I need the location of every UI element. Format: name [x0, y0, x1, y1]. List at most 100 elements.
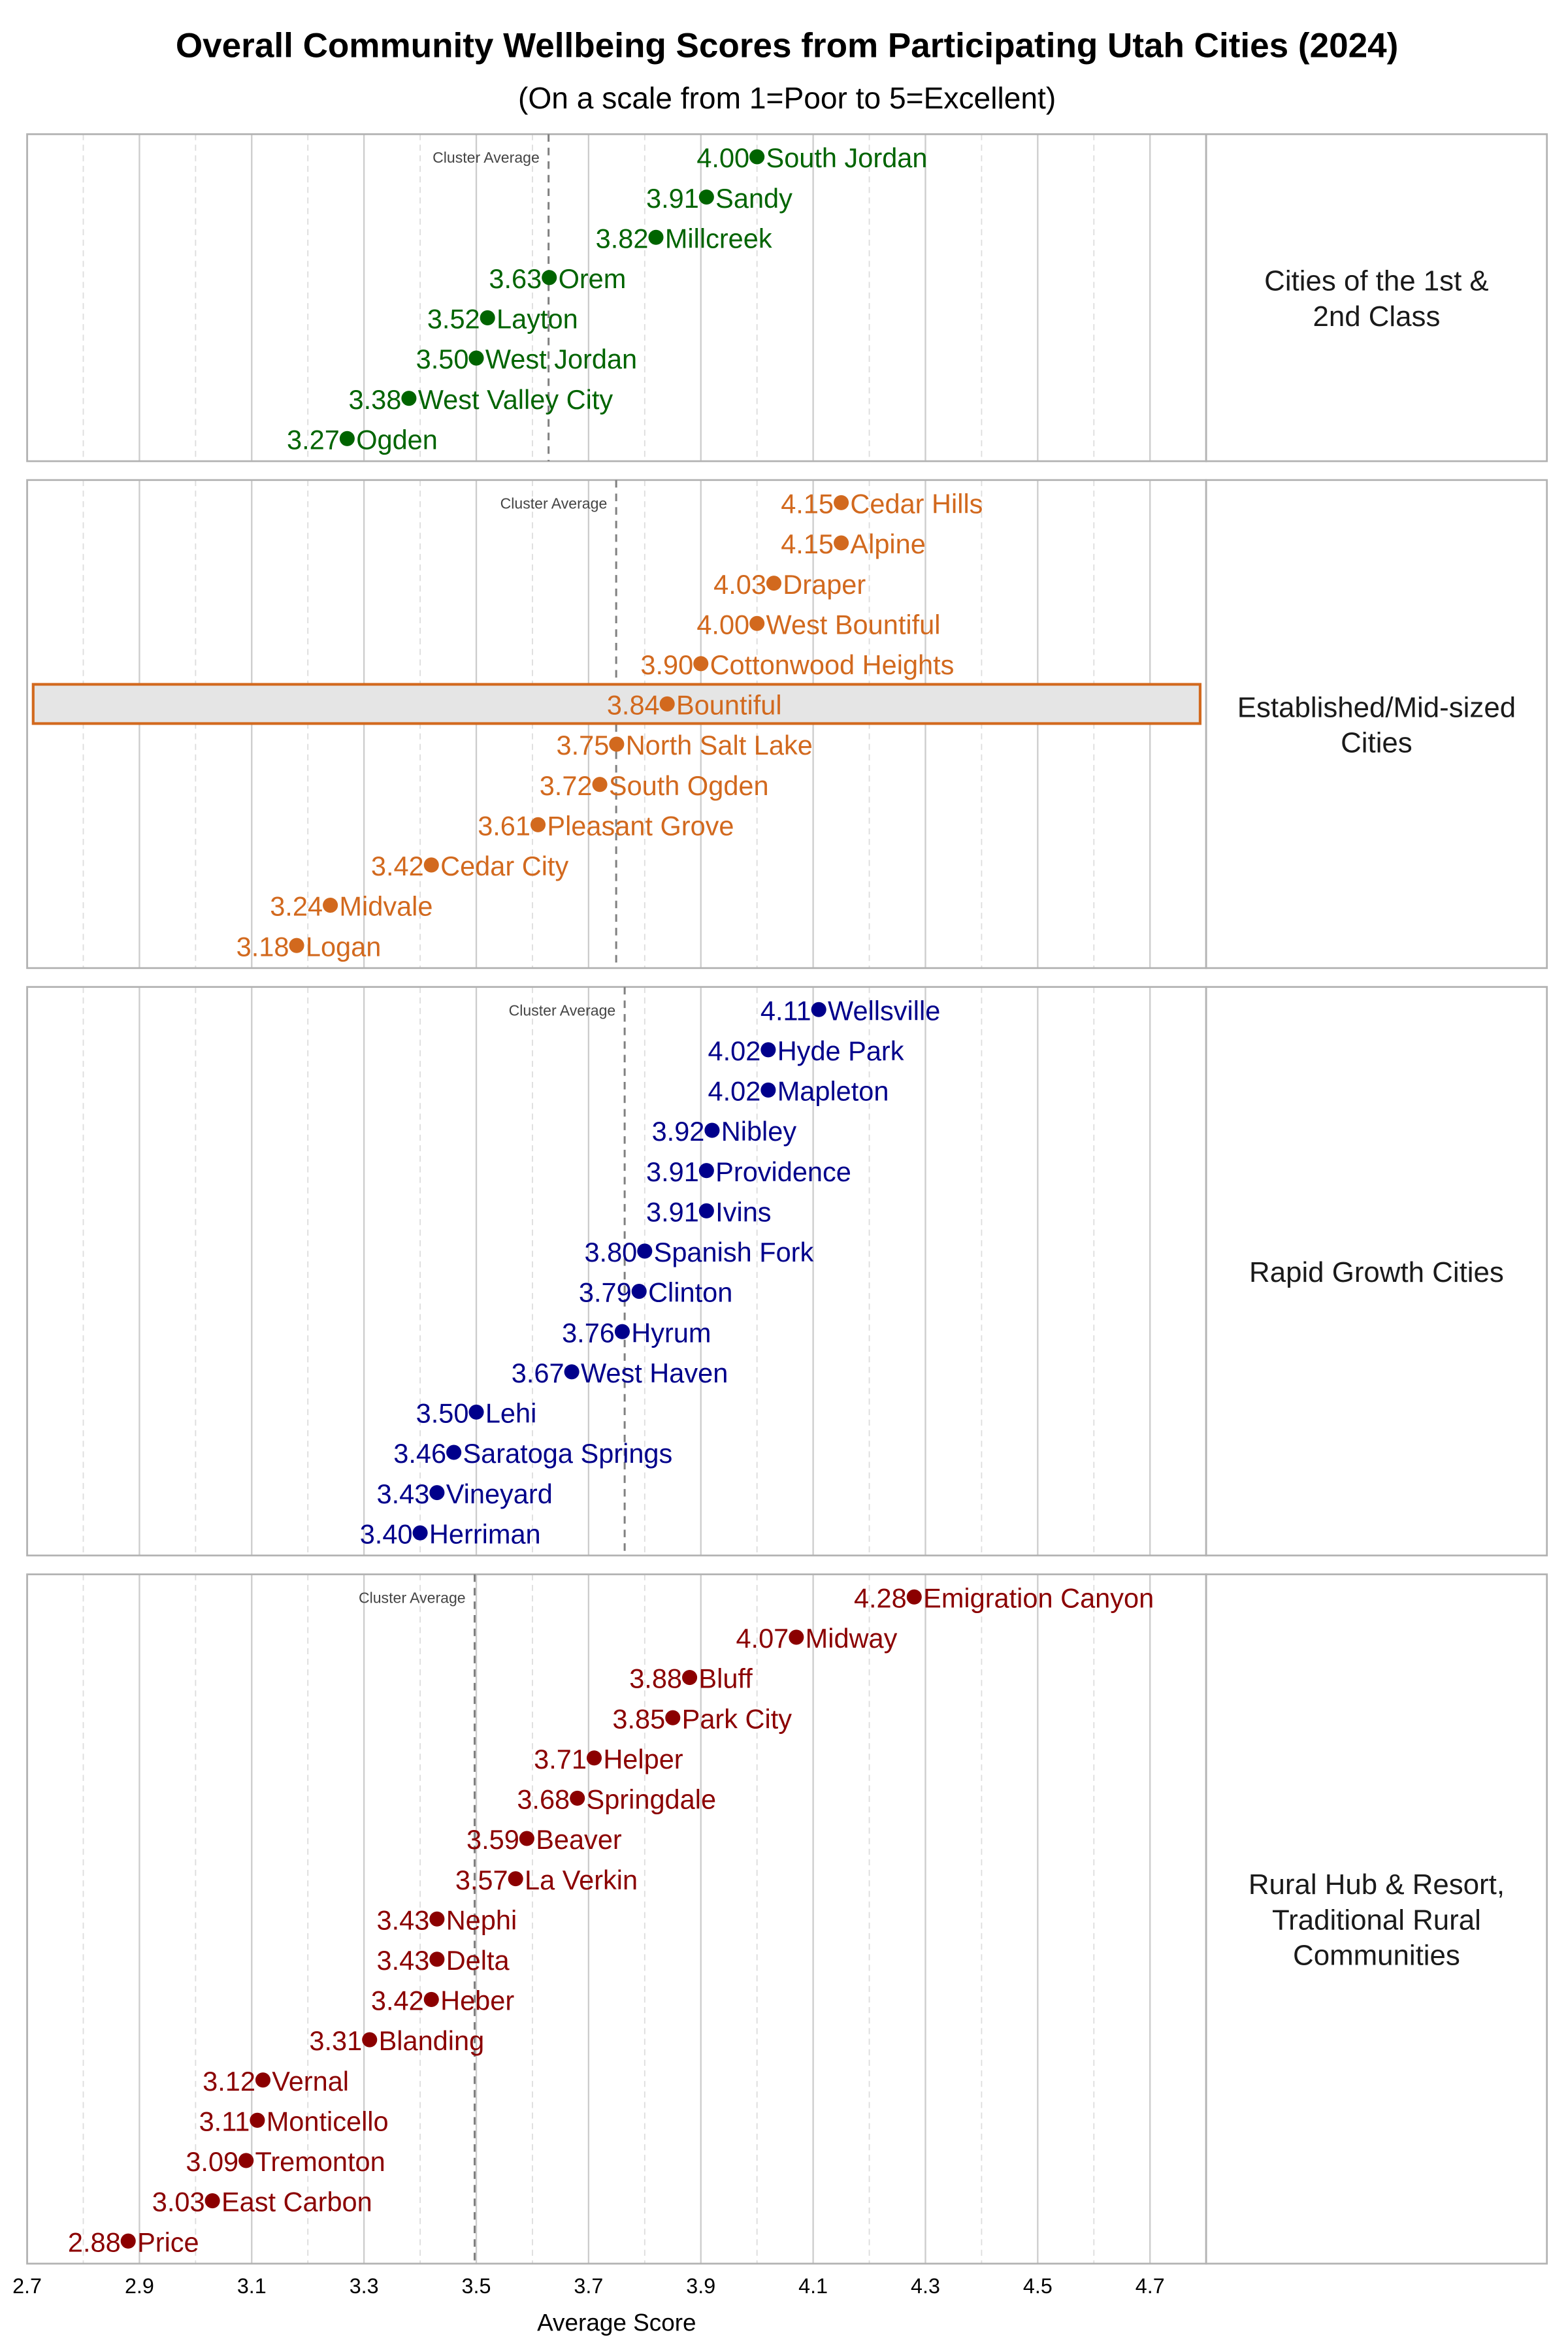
value-label: 3.31 — [309, 2025, 362, 2056]
city-label: Nibley — [721, 1116, 797, 1147]
city-label: Bountiful — [676, 690, 782, 721]
city-label: Helper — [603, 1744, 683, 1774]
data-point — [120, 2233, 136, 2249]
data-point — [429, 1485, 445, 1501]
value-label: 3.42 — [371, 1985, 424, 2016]
data-point — [238, 2153, 254, 2168]
data-point — [648, 229, 664, 245]
city-label: Mapleton — [777, 1076, 889, 1107]
strip-box — [1205, 133, 1548, 463]
facet-label: Established/Mid-sized Cities — [1237, 691, 1516, 759]
panel-border — [26, 133, 1207, 463]
value-label: 3.27 — [287, 424, 340, 455]
city-label: Nephi — [446, 1904, 517, 1935]
value-label: 3.72 — [540, 770, 593, 801]
cluster-average-label: Cluster Average — [433, 149, 540, 166]
data-point — [698, 189, 714, 205]
data-point — [250, 2112, 265, 2128]
value-label: 3.12 — [203, 2066, 255, 2097]
data-point — [508, 1871, 523, 1887]
cluster-average-label: Cluster Average — [509, 1002, 616, 1019]
value-label: 3.85 — [612, 1703, 665, 1734]
city-label: Midway — [806, 1623, 898, 1654]
data-point — [834, 495, 849, 510]
data-point — [749, 149, 765, 165]
data-point — [468, 350, 484, 366]
panels: Cities of the 1st & 2nd Class Cluster Aver… — [26, 133, 1548, 2265]
data-point — [204, 2193, 220, 2209]
cluster-average-label: Cluster Average — [500, 495, 608, 512]
value-label: 3.50 — [416, 1398, 469, 1429]
data-point — [811, 1002, 826, 1017]
facet-panel: Established/Mid-sized Cities Cluster Avera… — [26, 479, 1548, 970]
city-label: Draper — [783, 569, 866, 600]
value-label: 3.76 — [562, 1317, 615, 1348]
x-tick-label: 3.7 — [574, 2274, 603, 2298]
city-label: Saratoga Springs — [463, 1438, 672, 1469]
city-label: South Ogden — [609, 770, 769, 801]
city-label: Emigration Canyon — [923, 1582, 1154, 1613]
facet-label: Rural Hub & Resort, Traditional Rural Comm… — [1249, 1869, 1505, 1971]
data-point — [659, 696, 675, 711]
value-label: 3.50 — [416, 344, 469, 374]
value-label: 4.15 — [781, 529, 834, 559]
value-label: 3.91 — [646, 183, 699, 214]
data-point — [255, 2072, 270, 2088]
value-label: 4.03 — [713, 569, 766, 600]
city-label: Clinton — [648, 1277, 732, 1308]
facet-label-line: Traditional Rural — [1272, 1904, 1481, 1936]
city-label: Monticello — [267, 2106, 389, 2136]
data-point — [423, 857, 439, 873]
data-point — [760, 1042, 776, 1058]
value-label: 3.79 — [579, 1277, 632, 1308]
facet-label-line: Established/Mid-sized — [1237, 691, 1516, 723]
value-label: 3.42 — [371, 851, 424, 881]
value-label: 4.02 — [708, 1076, 761, 1107]
facet-panel: Rapid Growth Cities Cluster Average 4.11 We… — [26, 986, 1548, 1557]
x-tick-label: 3.3 — [350, 2274, 379, 2298]
city-label: Midvale — [339, 891, 433, 922]
value-label: 3.40 — [360, 1518, 413, 1549]
city-label: Heber — [440, 1985, 514, 2016]
x-tick-label: 3.5 — [462, 2274, 491, 2298]
city-label: Cottonwood Heights — [710, 649, 955, 680]
data-point — [480, 310, 495, 325]
data-point — [693, 656, 709, 672]
city-label: Vernal — [272, 2066, 349, 2097]
city-label: Layton — [497, 304, 578, 335]
value-label: 3.43 — [377, 1478, 430, 1509]
city-label: Spanish Fork — [654, 1237, 814, 1267]
city-label: Cedar City — [440, 851, 568, 881]
facet-label-line: Cities of the 1st & — [1264, 265, 1488, 297]
value-label: 3.57 — [455, 1865, 508, 1895]
city-label: Wellsville — [828, 995, 940, 1026]
value-label: 3.67 — [512, 1358, 564, 1388]
data-point — [760, 1082, 776, 1098]
value-label: 3.18 — [237, 931, 289, 962]
city-label: Park City — [682, 1703, 792, 1734]
strip-box — [1205, 986, 1548, 1557]
value-label: 3.63 — [489, 263, 542, 294]
city-label: Ogden — [356, 424, 438, 455]
city-label: Alpine — [850, 529, 925, 559]
city-label: Logan — [306, 931, 381, 962]
x-tick-label: 3.9 — [686, 2274, 715, 2298]
city-label: Ivins — [715, 1196, 771, 1227]
value-label: 3.09 — [186, 2146, 238, 2177]
facet-label-line: Rapid Growth Cities — [1249, 1256, 1504, 1288]
facet-label-line: Cities — [1341, 727, 1413, 759]
city-label: Hyrum — [631, 1317, 711, 1348]
x-tick-label: 2.9 — [125, 2274, 154, 2298]
data-point — [564, 1364, 580, 1380]
data-point — [698, 1163, 714, 1179]
value-label: 3.91 — [646, 1156, 699, 1187]
data-point — [789, 1629, 804, 1645]
facet-label-line: Rural Hub & Resort, — [1249, 1869, 1505, 1901]
city-label: Springdale — [587, 1784, 716, 1815]
city-label: West Bountiful — [766, 609, 941, 640]
data-point — [570, 1790, 585, 1806]
city-label: Herriman — [429, 1518, 541, 1549]
strip-box — [1205, 479, 1548, 970]
panel-border — [26, 986, 1207, 1557]
